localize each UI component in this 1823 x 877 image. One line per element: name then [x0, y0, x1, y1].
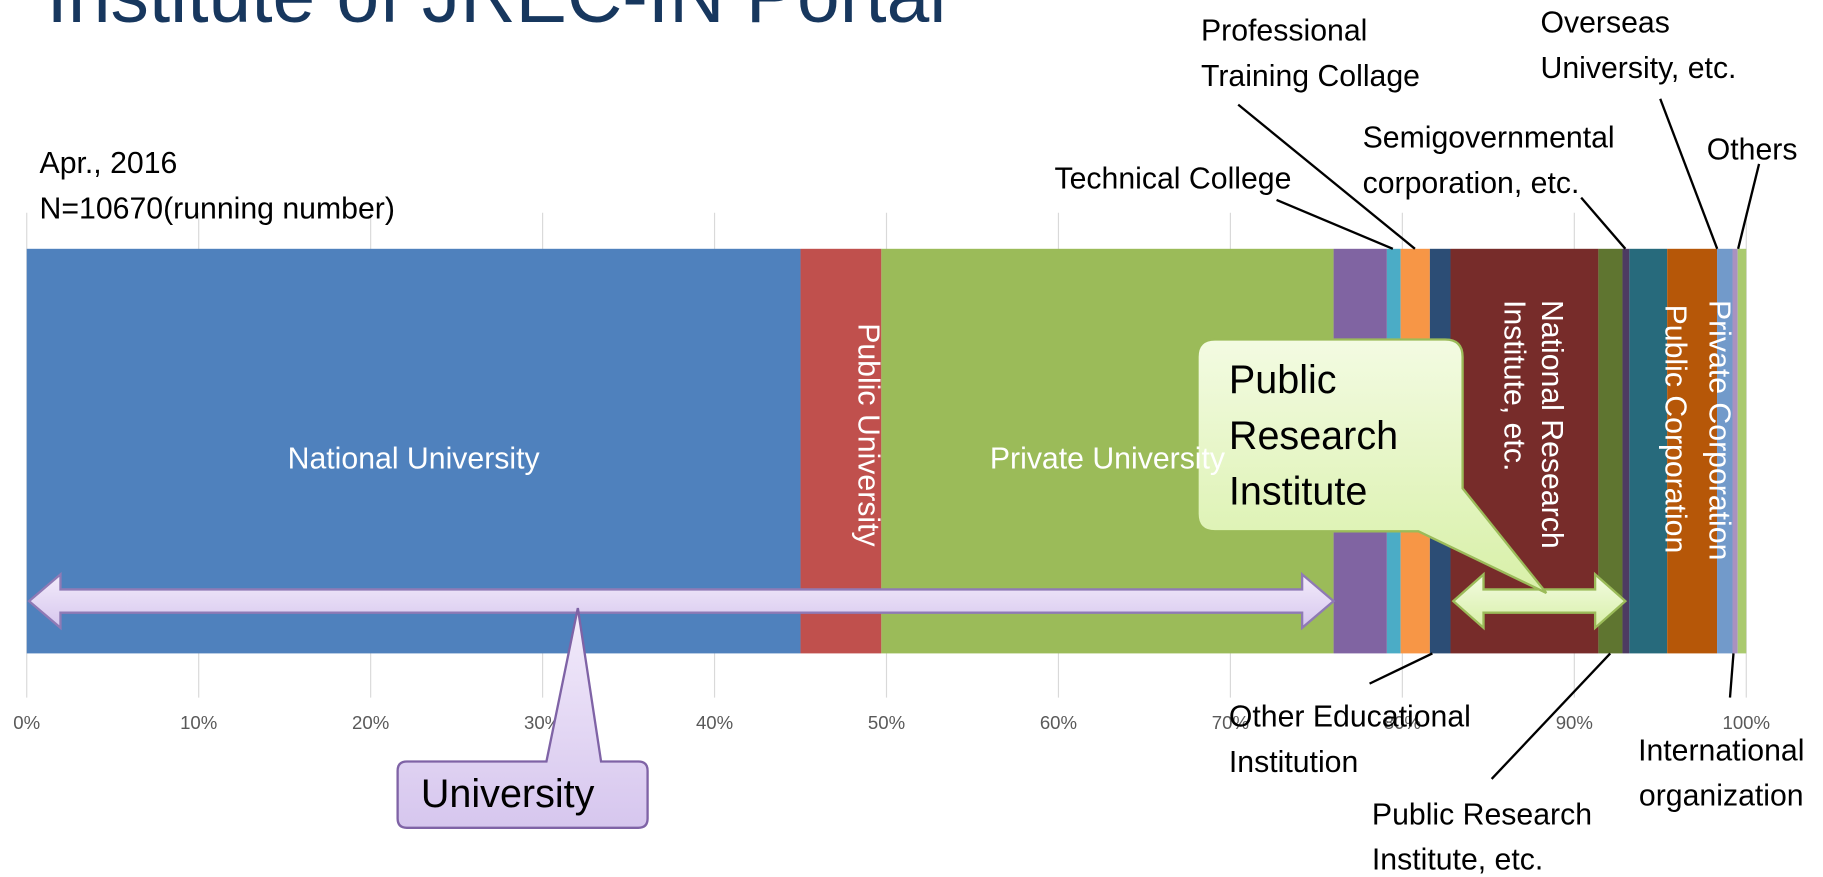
bar-segment: [1667, 248, 1718, 654]
bar-segment: [1629, 248, 1668, 654]
x-tick-label: 10%: [180, 712, 217, 733]
leader-line: [1737, 163, 1761, 250]
segment-label: Overseas University, etc.: [1540, 4, 1737, 85]
segment-label: Others: [1706, 131, 1798, 167]
segment-label: National Research Institute, etc.: [1497, 299, 1570, 549]
ticks: 0% 10% 20% 30% 40% 50% 60% 70% 80% 90% 100%: [13, 712, 1770, 733]
callout-text: Public Research Institute: [1228, 358, 1399, 514]
leaders: [1237, 98, 1761, 780]
segment-label: Professional Training Collage: [1200, 12, 1421, 94]
segment-label: Other Educational Institution: [1228, 698, 1471, 779]
segment-label: Public Corporation: [1658, 304, 1694, 554]
x-tick-label: 20%: [352, 712, 389, 733]
x-tick-label: 80%: [1384, 712, 1421, 733]
leader-line: [1276, 198, 1394, 250]
segment-label: Semigovernmental corporation, etc.: [1362, 119, 1615, 200]
annotation: N=10670(running number): [39, 190, 395, 226]
x-tick-label: 60%: [1040, 712, 1077, 733]
bar-segment: [800, 248, 882, 654]
annotation: Apr., 2016: [39, 145, 178, 181]
bar-segment: [1732, 248, 1738, 654]
leader-line: [1237, 103, 1416, 250]
callout-text: University: [420, 771, 595, 817]
leader-line: [1659, 98, 1719, 250]
chart-title: Institute of JREC-IN Portal: [47, 0, 947, 40]
public-research-arrow: [1451, 571, 1628, 631]
x-tick-label: 0%: [13, 712, 40, 733]
bar-segment: [26, 248, 801, 654]
segment-label: Private University: [989, 440, 1226, 476]
bar-segment: [1622, 248, 1630, 654]
segment-label: National University: [287, 440, 540, 476]
x-tick-label: 100%: [1722, 712, 1770, 733]
x-tick-label: 50%: [868, 712, 905, 733]
bars: [26, 248, 1747, 654]
bar-segment: [1717, 248, 1733, 654]
leader-line: [1580, 196, 1627, 250]
public-research-callout: [1196, 338, 1548, 594]
university-callout: [396, 607, 649, 829]
university-arrow: [27, 571, 1336, 631]
segment-label: Private Corporation: [1702, 299, 1738, 561]
bar-segment: [1737, 248, 1747, 654]
x-tick-label: 90%: [1556, 712, 1593, 733]
x-tick-label: 30%: [524, 712, 561, 733]
segment-label: Public Research Institute, etc.: [1371, 796, 1593, 877]
segment-label: Technical College: [1054, 160, 1292, 196]
leader-line: [1728, 653, 1735, 698]
segment-label: Public University: [851, 323, 887, 547]
leader-line: [1490, 652, 1612, 780]
segment-label: International organization: [1638, 732, 1805, 813]
leader-line: [1369, 652, 1433, 685]
x-tick-label: 40%: [696, 712, 733, 733]
x-tick-label: 70%: [1212, 712, 1249, 733]
